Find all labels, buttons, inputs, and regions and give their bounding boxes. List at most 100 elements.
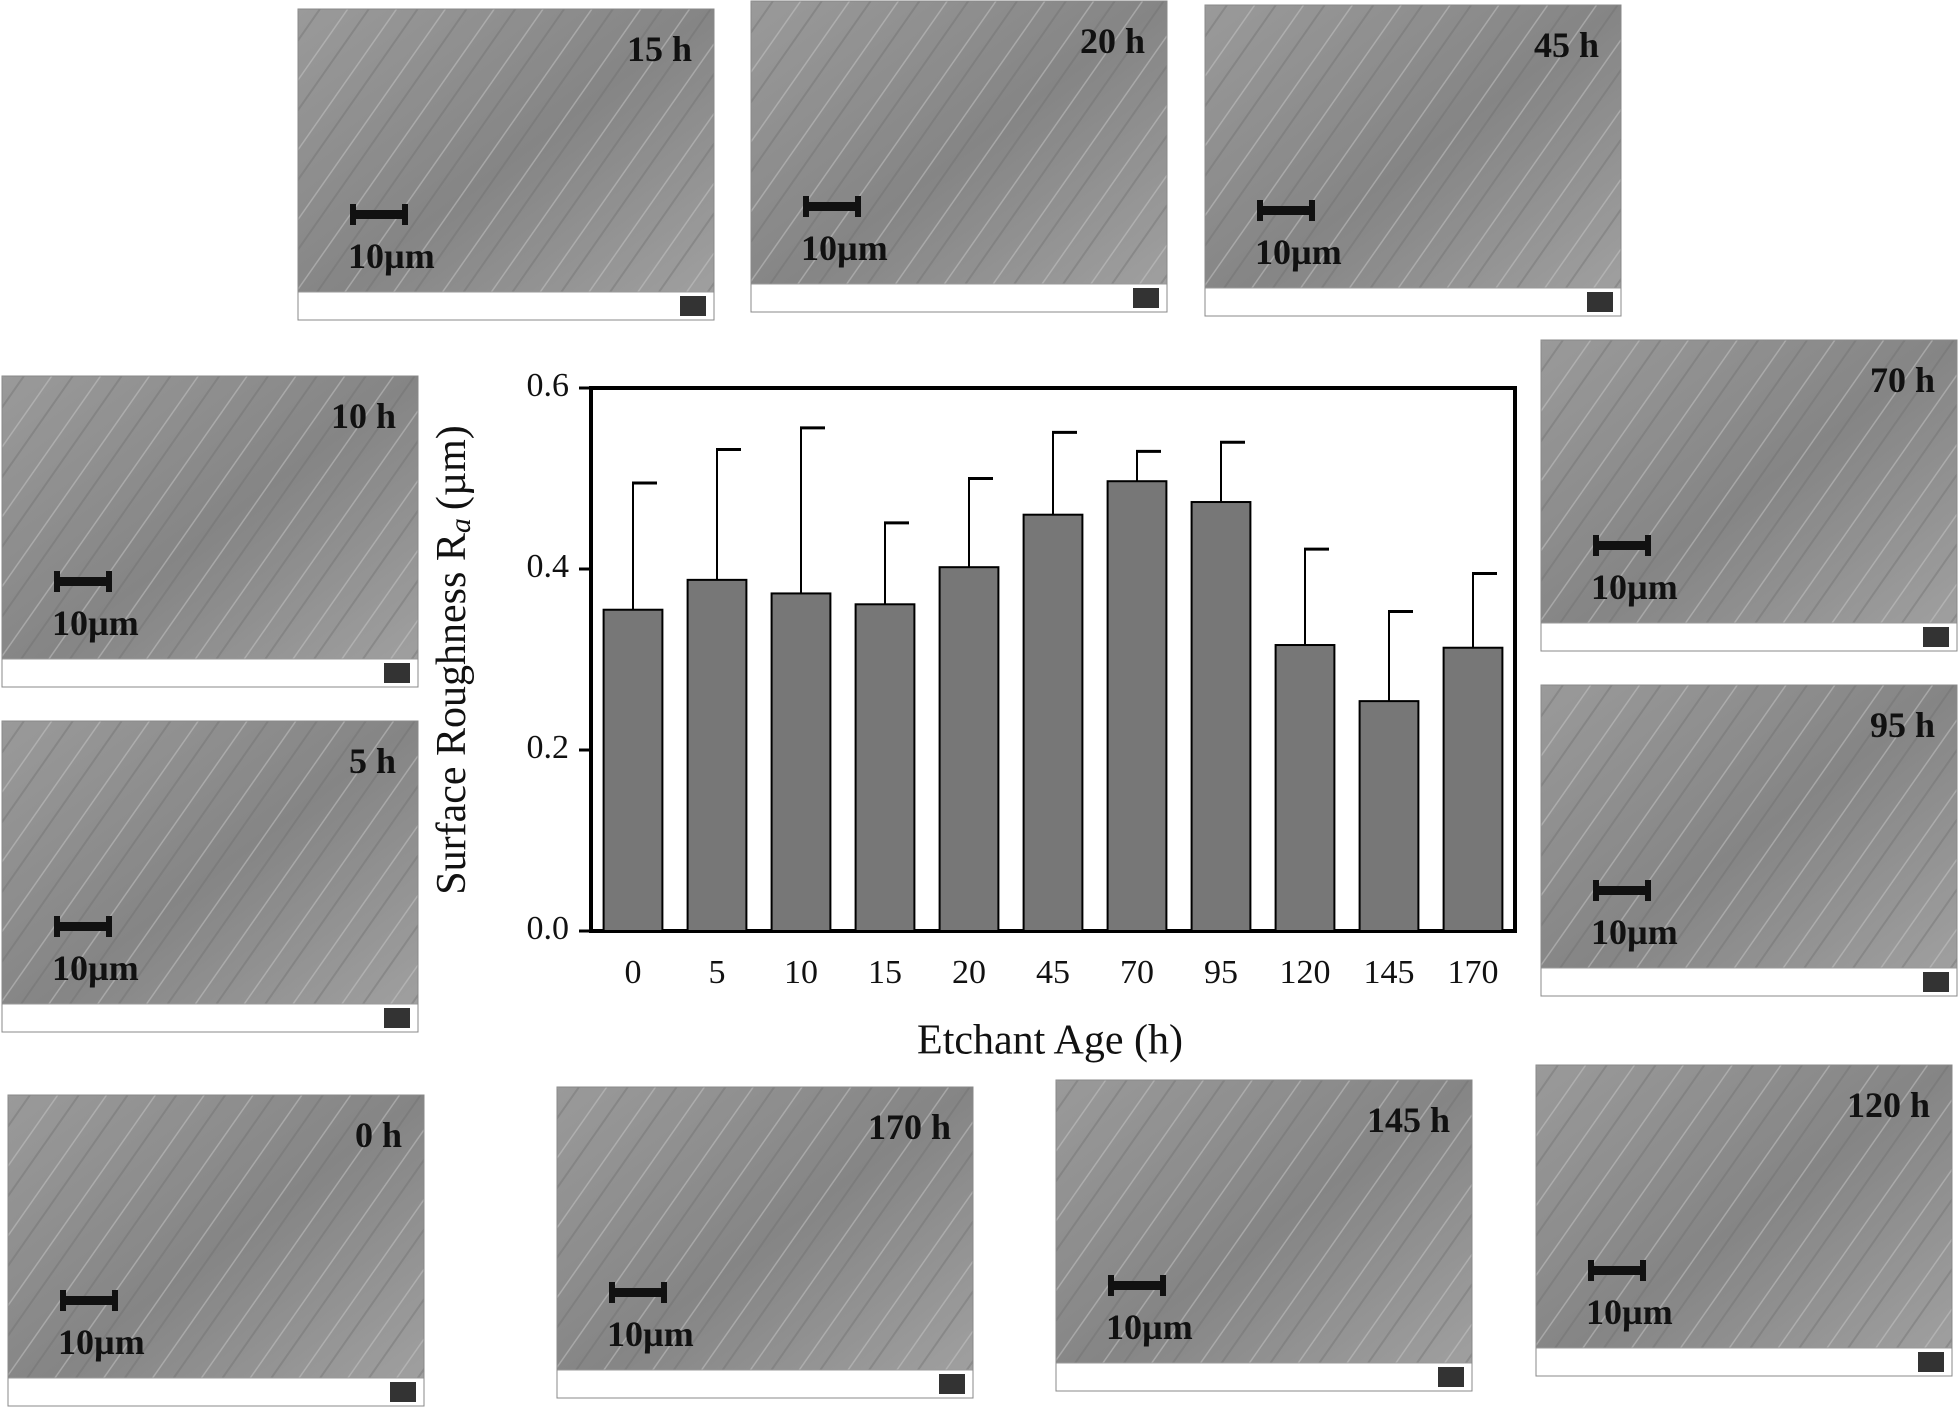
sem-info-strip	[1540, 967, 1958, 997]
sem-border	[1540, 684, 1958, 997]
sem-texture	[1541, 340, 1957, 623]
x-tick-label: 170	[1448, 954, 1499, 991]
bar	[1442, 646, 1504, 932]
sem-border	[1, 720, 419, 1033]
bar	[1274, 644, 1336, 933]
scale-label: 10µm	[1586, 1292, 1673, 1332]
y-tick-label: 0.2	[527, 729, 570, 766]
scale-bar	[58, 922, 108, 931]
sem-image: 70 h 10µm	[1540, 339, 1958, 652]
bar	[1190, 501, 1252, 932]
sem-texture	[1056, 1080, 1472, 1363]
bar	[686, 578, 748, 932]
x-tick-label: 95	[1204, 954, 1238, 991]
sem-border	[1535, 1064, 1953, 1377]
scale-bar	[58, 577, 108, 586]
sem-border	[1055, 1079, 1473, 1392]
scale-cap	[1257, 200, 1263, 221]
sem-border	[7, 1094, 425, 1407]
y-title-sub: a	[444, 518, 477, 533]
sem-label: 145 h	[1367, 1100, 1450, 1140]
sem-info-strip	[1540, 622, 1958, 652]
scale-cap	[1108, 1275, 1114, 1296]
sem-border	[297, 8, 715, 321]
x-tick-label: 5	[709, 954, 726, 991]
x-tick-label: 70	[1120, 954, 1154, 991]
sem-texture	[751, 1, 1167, 284]
sem-logo	[1587, 292, 1613, 312]
sem-image: 120 h 10µm	[1535, 1064, 1953, 1377]
sem-label: 5 h	[349, 741, 396, 781]
scale-cap	[1588, 1260, 1594, 1281]
x-tick-label: 120	[1280, 954, 1331, 991]
scale-cap	[1593, 880, 1599, 901]
sem-image: 95 h 10µm	[1540, 684, 1958, 997]
bar	[854, 603, 916, 932]
x-tick-label: 15	[868, 954, 902, 991]
sem-border	[1540, 339, 1958, 652]
sem-label: 120 h	[1847, 1085, 1930, 1125]
sem-border	[1204, 4, 1622, 317]
sem-texture	[1541, 685, 1957, 968]
scale-bar	[354, 210, 404, 219]
sem-label: 10 h	[331, 396, 396, 436]
sem-logo	[680, 296, 706, 316]
sem-info-strip	[556, 1369, 974, 1399]
sem-image: 20 h 10µm	[750, 0, 1168, 313]
sem-logo	[1133, 288, 1159, 308]
x-tick-label: 10	[784, 954, 818, 991]
scale-bar	[1597, 886, 1647, 895]
sem-texture	[2, 721, 418, 1004]
sem-logo	[1438, 1367, 1464, 1387]
scale-bar	[64, 1296, 114, 1305]
sem-image: 5 h 10µm	[1, 720, 419, 1033]
y-tick-label: 0.4	[527, 548, 570, 585]
sem-image: 45 h 10µm	[1204, 4, 1622, 317]
sem-info-strip	[297, 291, 715, 321]
sem-label: 0 h	[355, 1115, 402, 1155]
scale-cap	[112, 1290, 118, 1311]
sem-image: 0 h 10µm	[7, 1094, 425, 1407]
sem-label: 15 h	[627, 29, 692, 69]
scale-bar	[1261, 206, 1311, 215]
scale-bar	[1112, 1281, 1162, 1290]
bar	[602, 608, 664, 932]
scale-cap	[1645, 535, 1651, 556]
sem-texture	[557, 1087, 973, 1370]
sem-label: 170 h	[868, 1107, 951, 1147]
sem-image: 15 h 10µm	[297, 8, 715, 321]
bar	[938, 566, 1000, 932]
sem-texture	[1205, 5, 1621, 288]
scale-bar	[613, 1288, 663, 1297]
scale-label: 10µm	[801, 228, 888, 268]
scale-cap	[609, 1282, 615, 1303]
scale-label: 10µm	[348, 236, 435, 276]
sem-logo	[1918, 1352, 1944, 1372]
scale-label: 10µm	[607, 1314, 694, 1354]
scale-bar	[1592, 1266, 1642, 1275]
x-tick-label: 45	[1036, 954, 1070, 991]
scale-cap	[350, 204, 356, 225]
sem-info-strip	[1204, 287, 1622, 317]
scale-cap	[54, 571, 60, 592]
sem-border	[1, 375, 419, 688]
sem-logo	[1923, 972, 1949, 992]
sem-logo	[390, 1382, 416, 1402]
sem-texture	[2, 376, 418, 659]
sem-label: 20 h	[1080, 21, 1145, 61]
sem-logo	[384, 663, 410, 683]
scale-cap	[1640, 1260, 1646, 1281]
scale-label: 10µm	[52, 948, 139, 988]
sem-image: 10 h 10µm	[1, 375, 419, 688]
scale-label: 10µm	[1591, 912, 1678, 952]
scale-cap	[661, 1282, 667, 1303]
scale-cap	[1593, 535, 1599, 556]
scale-cap	[402, 204, 408, 225]
scale-cap	[1160, 1275, 1166, 1296]
scale-cap	[1645, 880, 1651, 901]
x-axis-title: Etchant Age (h)	[917, 1018, 1183, 1064]
bar	[770, 592, 832, 932]
y-tick-label: 0.0	[527, 910, 570, 947]
y-title-main: Surface Roughness R	[429, 533, 475, 895]
